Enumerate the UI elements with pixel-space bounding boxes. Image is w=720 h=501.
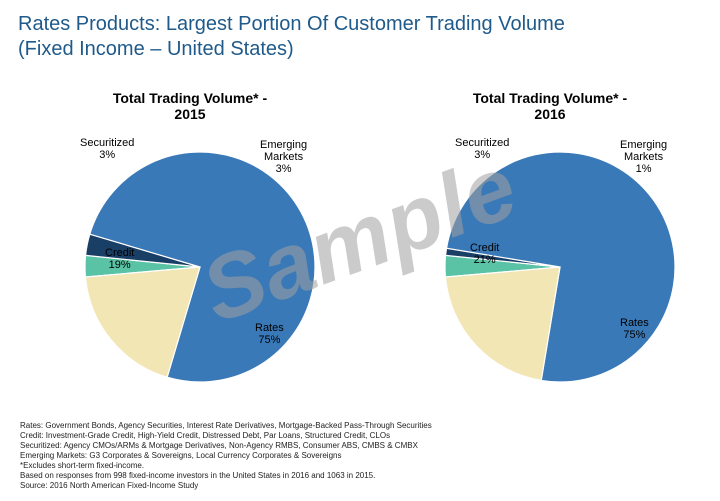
chart-2015-title: Total Trading Volume* - 2015 [20,90,360,122]
slice-label-rates: Rates75% [620,317,649,341]
charts-row: Total Trading Volume* - 2015 Securitized… [0,90,720,410]
slice-label-emerging-markets: EmergingMarkets3% [260,139,307,175]
chart-2016-pie-wrap: Securitized3% EmergingMarkets1% Rates75% Cr… [380,122,720,402]
pie-slice-credit [445,267,560,380]
footnote-line: Source: 2016 North American Fixed-Income… [20,481,700,491]
chart-2015-title-line1: Total Trading Volume* - [113,90,267,106]
chart-2016-title-line2: 2016 [534,106,565,122]
chart-2015: Total Trading Volume* - 2015 Securitized… [20,90,360,410]
footnote-line: Rates: Government Bonds, Agency Securiti… [20,421,700,431]
page-title: Rates Products: Largest Portion Of Custo… [0,0,720,62]
title-line2: (Fixed Income – United States) [18,38,294,60]
chart-2015-svg [20,122,360,402]
footnote-line: Based on responses from 998 fixed-income… [20,471,700,481]
chart-2016-title: Total Trading Volume* - 2016 [380,90,720,122]
chart-2016-svg [380,122,720,402]
chart-2015-title-line2: 2015 [174,106,205,122]
slice-label-rates: Rates75% [255,322,284,346]
footnote-line: *Excludes short-term fixed-income. [20,461,700,471]
footnote-line: Securitized: Agency CMOs/ARMs & Mortgage… [20,441,700,451]
chart-2016: Total Trading Volume* - 2016 Securitized… [380,90,720,410]
slice-label-securitized: Securitized3% [455,137,509,161]
chart-2015-pie-wrap: Securitized3% EmergingMarkets3% Rates75% Cr… [20,122,360,402]
slice-label-securitized: Securitized3% [80,137,134,161]
footnotes: Rates: Government Bonds, Agency Securiti… [20,421,700,491]
title-line1: Rates Products: Largest Portion Of Custo… [18,13,565,35]
chart-2016-title-line1: Total Trading Volume* - [473,90,627,106]
slice-label-credit: Credit21% [470,242,499,266]
footnote-line: Credit: Investment-Grade Credit, High-Yi… [20,431,700,441]
footnote-line: Emerging Markets: G3 Corporates & Sovere… [20,451,700,461]
slice-label-emerging-markets: EmergingMarkets1% [620,139,667,175]
slice-label-credit: Credit19% [105,247,134,271]
